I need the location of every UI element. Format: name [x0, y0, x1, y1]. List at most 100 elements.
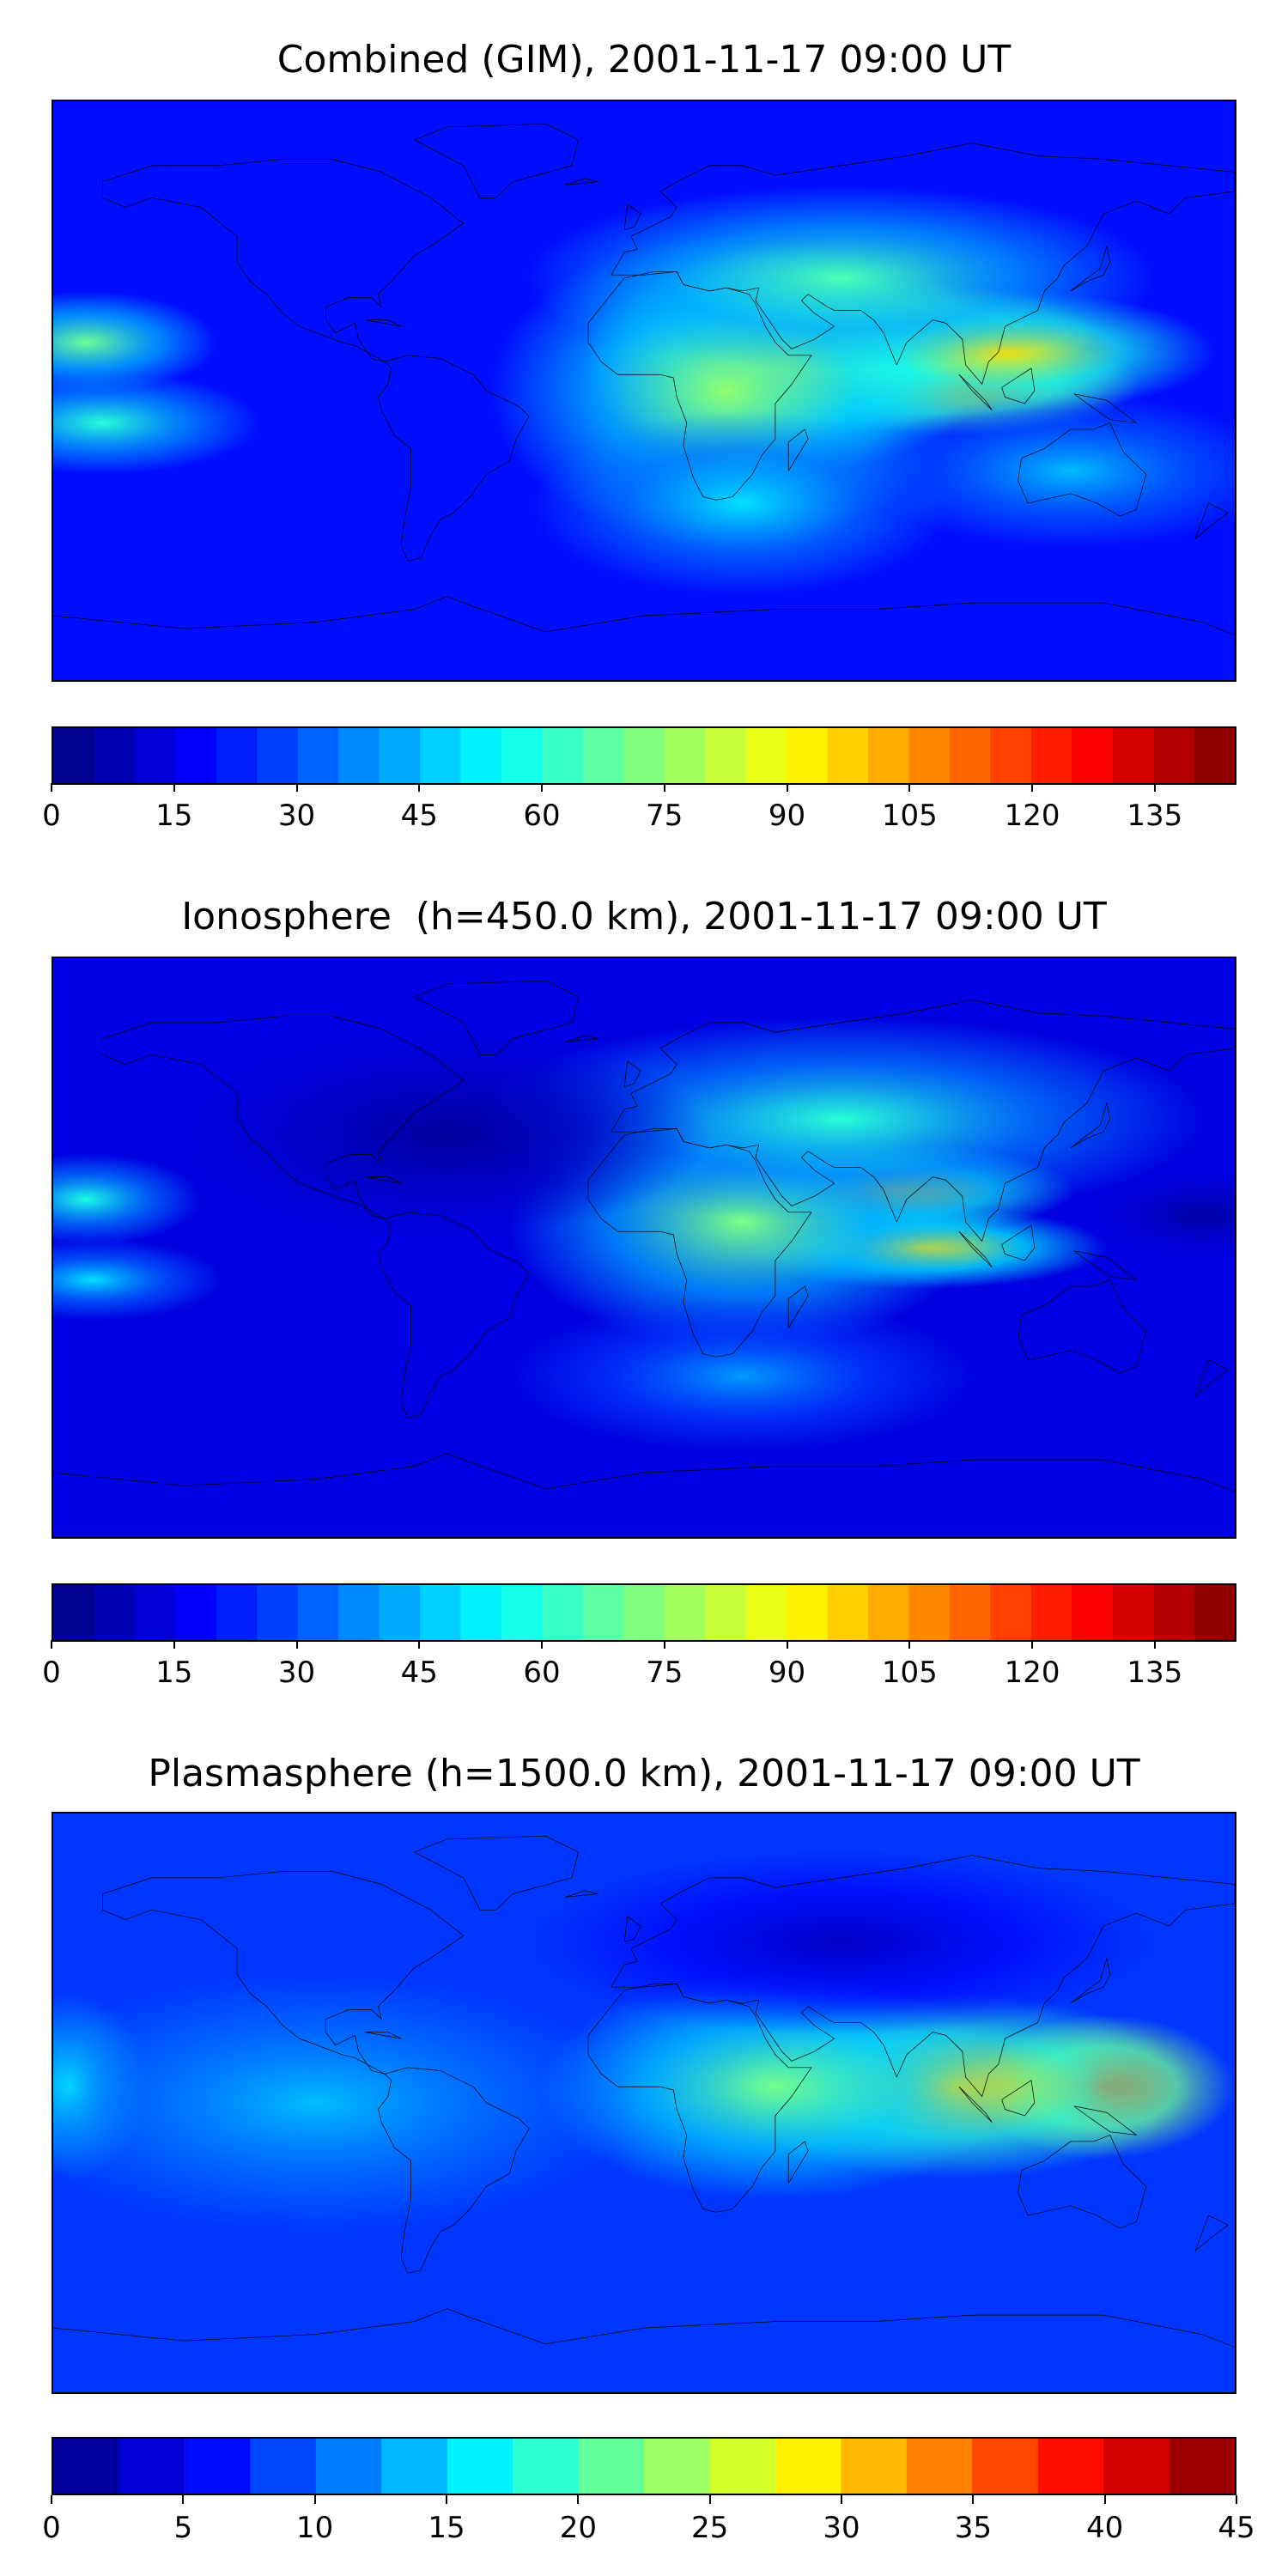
colorbar-tick [908, 783, 911, 792]
colorbar-tick [51, 783, 52, 792]
heatmap-cell [184, 1032, 710, 1238]
heatmap-map [52, 100, 1236, 682]
colorbar-segment [1030, 1585, 1072, 1640]
colorbar-segment [118, 2439, 185, 2494]
colorbar-segment [460, 1585, 502, 1640]
colorbar-segment [709, 2439, 776, 2494]
colorbar-tick [445, 2495, 447, 2504]
colorbar-tick-label: 135 [1127, 799, 1183, 833]
heatmap-cell [526, 185, 1157, 371]
coastline [588, 1128, 811, 1357]
colorbar-tick [51, 2495, 52, 2504]
heatmap-cell [526, 1849, 1157, 2035]
colorbar-segment [420, 728, 462, 783]
heatmap-cell [53, 1238, 224, 1321]
coastline [588, 271, 811, 500]
colorbar-tick [541, 783, 544, 792]
coastline [959, 374, 992, 410]
colorbar-segment [745, 728, 787, 783]
coastline [611, 1856, 1235, 2097]
colorbar-tick-label: 0 [42, 799, 61, 833]
heatmap-cell [53, 371, 260, 475]
coastline [1002, 368, 1035, 404]
colorbar-segment [1112, 1585, 1154, 1640]
heatmap-cell [53, 290, 218, 394]
colorbar-segment [1194, 1585, 1235, 1640]
coastline [788, 429, 808, 471]
colorbar-segment [250, 2439, 317, 2494]
colorbar [52, 726, 1236, 785]
heatmap-cell [53, 1152, 202, 1246]
coastline [611, 143, 1235, 385]
colorbar-tick [1031, 1640, 1034, 1649]
colorbar-segment [175, 728, 217, 783]
colorbar-segment [867, 728, 910, 783]
colorbar-segment [908, 1585, 951, 1640]
colorbar-segment [1153, 1585, 1195, 1640]
colorbar-tick [1236, 2495, 1237, 2504]
colorbar-segment [787, 728, 829, 783]
colorbar-segment [53, 728, 95, 783]
colorbar-tick [786, 783, 788, 792]
colorbar-segment [513, 2439, 580, 2494]
coastline [1074, 394, 1137, 423]
colorbar-tick [577, 2495, 580, 2504]
coastline [565, 1036, 598, 1042]
heatmap-svg [53, 958, 1235, 1537]
colorbar-tick [1153, 1640, 1156, 1649]
colorbar-segment [381, 2439, 448, 2494]
colorbar-segment [53, 2439, 120, 2494]
coastline [959, 1231, 992, 1267]
colorbar-segment [257, 1585, 299, 1640]
colorbar-tick-label: 15 [155, 1656, 193, 1690]
coastline [788, 1286, 808, 1328]
coastline [365, 2032, 401, 2038]
colorbar-svg [53, 1585, 1235, 1640]
coastline [565, 179, 598, 185]
colorbar-tick-label: 60 [523, 799, 561, 833]
colorbar-segment [705, 728, 747, 783]
colorbar-segment [338, 728, 380, 783]
colorbar-tick-label: 90 [768, 1656, 806, 1690]
heatmap-svg [53, 101, 1235, 680]
colorbar-tick [663, 783, 665, 792]
colorbar-segment [705, 1585, 747, 1640]
chart-title: Ionosphere (h=450.0 km), 2001-11-17 09:0… [181, 895, 1107, 939]
colorbar-tick [1103, 2495, 1106, 2504]
colorbar-tick-label: 5 [173, 2511, 193, 2545]
colorbar-segment [542, 728, 584, 783]
colorbar-segment [134, 1585, 177, 1640]
colorbar-segment [53, 1585, 95, 1640]
colorbar-tick [1153, 783, 1156, 792]
colorbar-tick-label: 45 [400, 1656, 438, 1690]
chart-title: Plasmasphere (h=1500.0 km), 2001-11-17 0… [148, 1752, 1140, 1795]
colorbar-segment [949, 1585, 991, 1640]
coastline [1195, 1360, 1228, 1395]
coastline [788, 2142, 808, 2184]
colorbar-tick [840, 2495, 842, 2504]
colorbar-tick [173, 783, 175, 792]
colorbar-segment [379, 728, 421, 783]
coastline [624, 1917, 641, 1942]
colorbar-segment [990, 1585, 1032, 1640]
colorbar-tick-label: 120 [1004, 1656, 1060, 1690]
colorbar-tick-label: 75 [646, 799, 683, 833]
colorbar-tick [295, 1640, 298, 1649]
colorbar-tick-label: 45 [1218, 2511, 1255, 2545]
colorbar-tick-label: 20 [559, 2511, 597, 2545]
colorbar-tick [663, 1640, 665, 1649]
colorbar-tick-label: 90 [768, 799, 806, 833]
colorbar-segment [745, 1585, 787, 1640]
colorbar-segment [315, 2439, 382, 2494]
colorbar-segment [1037, 2439, 1104, 2494]
coastline [1018, 1279, 1146, 1373]
heatmap-map [52, 1812, 1236, 2394]
colorbar-segment [134, 728, 177, 783]
coastline [102, 1016, 463, 1218]
colorbar [52, 2437, 1236, 2495]
colorbar-segment [447, 2439, 513, 2494]
colorbar-segment [338, 1585, 380, 1640]
colorbar-segment [1194, 728, 1235, 783]
colorbar-segment [420, 1585, 462, 1640]
colorbar-tick-label: 45 [400, 799, 438, 833]
